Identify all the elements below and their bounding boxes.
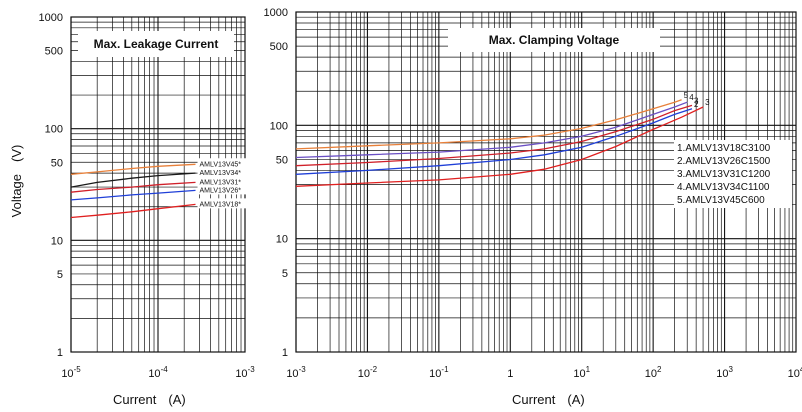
legend-entry: 3.AMLV13V31C1200	[677, 169, 771, 180]
series-end-label: 3	[694, 96, 699, 105]
y-tick-label: 500	[45, 46, 63, 58]
x-tick-label: 104	[788, 365, 802, 380]
series-line	[70, 172, 196, 188]
series-label: AMLV13V18*	[200, 201, 242, 208]
y-tick-label: 100	[45, 124, 63, 136]
left-x-axis-title: Current (A)	[113, 392, 186, 407]
chart-title: Max. Leakage Current	[94, 37, 219, 51]
x-tick-label: 102	[645, 365, 662, 380]
series-label-box	[197, 176, 250, 187]
series-label-box	[197, 184, 250, 195]
x-tick-label: 10-2	[358, 365, 378, 380]
left-x-axis-title-text: Current	[113, 392, 157, 407]
series-line	[70, 203, 196, 219]
x-tick-label: 10-4	[148, 365, 168, 380]
series-line	[295, 101, 688, 159]
y-tick-label: 1000	[264, 7, 288, 19]
y-axis-title-unit: (V)	[9, 145, 24, 162]
y-tick-label: 100	[270, 120, 288, 132]
series-label-box	[197, 198, 250, 209]
legend-entry: 5.AMLV13V45C600	[677, 195, 765, 206]
series-line	[70, 163, 196, 175]
series-end-label: 5	[684, 91, 689, 100]
series-end-label: 2	[694, 100, 699, 109]
y-axis-title: Voltage (V)	[9, 145, 24, 218]
chart-title: Max. Clamping Voltage	[489, 33, 620, 47]
series-label: AMLV13V34*	[200, 170, 242, 177]
y-axis-title-text: Voltage	[9, 174, 24, 217]
series-end-label: 3	[705, 98, 710, 107]
series-line	[70, 189, 196, 201]
y-tick-label: 50	[51, 157, 63, 169]
y-tick-label: 500	[270, 41, 288, 53]
legend-entry: 4.AMLV13V34C1100	[677, 182, 770, 193]
legend-entry: 2.AMLV13V26C1500	[677, 156, 771, 167]
series-label: AMLV13V45*	[200, 161, 242, 168]
x-tick-label: 10-3	[235, 365, 255, 380]
y-tick-label: 1000	[39, 12, 63, 24]
legend-entry: 1.AMLV13V18C3100	[677, 143, 771, 154]
x-tick-label: 1	[507, 368, 513, 380]
y-tick-label: 5	[282, 268, 288, 280]
right-x-axis-title: Current (A)	[512, 392, 585, 407]
series-line	[70, 181, 196, 193]
x-tick-label: 10-5	[61, 365, 81, 380]
series-label: AMLV13V26*	[200, 187, 242, 194]
y-tick-label: 1	[282, 347, 288, 359]
x-tick-label: 10-1	[429, 365, 449, 380]
y-tick-label: 10	[51, 235, 63, 247]
legend-box	[674, 140, 792, 208]
x-tick-label: 103	[716, 365, 733, 380]
y-tick-label: 10	[276, 234, 288, 246]
series-label-box	[197, 167, 250, 178]
series-line	[295, 99, 682, 150]
right-x-axis-title-unit: (A)	[567, 392, 584, 407]
right-x-axis-title-text: Current	[512, 392, 556, 407]
chart-title-box	[448, 28, 660, 52]
series-line	[295, 104, 693, 167]
plot-border	[295, 11, 797, 353]
series-label-box	[197, 158, 250, 169]
y-tick-label: 1	[57, 347, 63, 359]
leakage-current-chart: 1 5 10 50 100 500 1000 10-5 10-4 10-3 Max. Leakage…	[39, 12, 256, 380]
left-x-axis-title-unit: (A)	[168, 392, 185, 407]
x-tick-label: 101	[573, 365, 590, 380]
x-tick-label: 10-3	[286, 365, 306, 380]
y-tick-label: 5	[57, 269, 63, 281]
series-line	[295, 106, 704, 187]
series-line	[295, 108, 693, 175]
clamping-voltage-chart: 1 5 10 50 100 500 1000 10-3 10-2 10-1 1 101 102 103 10…	[264, 7, 802, 380]
chart-title-box	[78, 31, 234, 57]
y-tick-label: 50	[276, 154, 288, 166]
series-end-label: 4	[689, 93, 694, 102]
series-label: AMLV13V31*	[200, 179, 242, 186]
